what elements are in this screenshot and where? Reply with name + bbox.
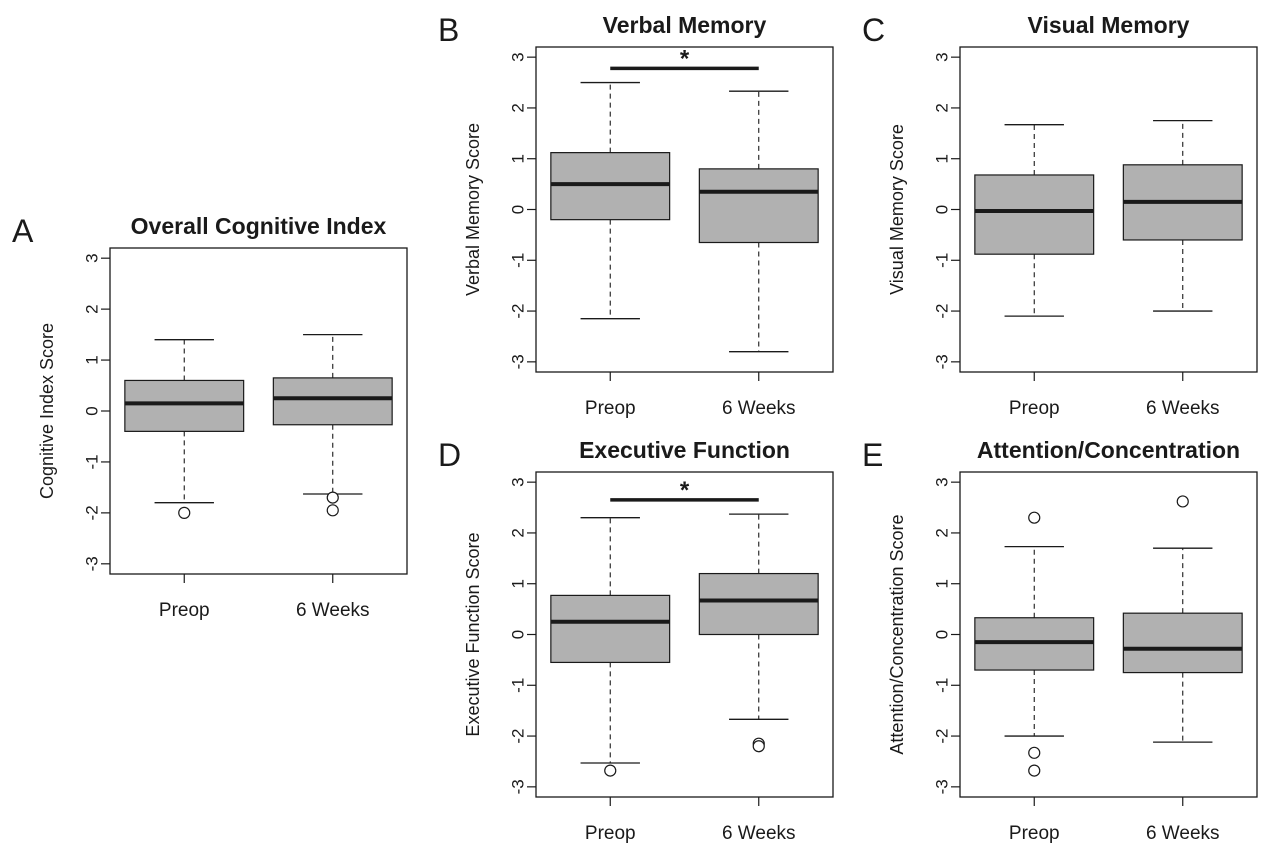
y-tick-label: 3 bbox=[509, 477, 528, 486]
y-tick-label: 2 bbox=[509, 103, 528, 112]
y-tick-label: -3 bbox=[509, 354, 528, 369]
y-tick-label: -3 bbox=[933, 779, 952, 794]
y-tick-label: -1 bbox=[509, 253, 528, 268]
y-tick-label: 1 bbox=[509, 579, 528, 588]
outlier-point bbox=[178, 506, 191, 519]
y-tick-label: -3 bbox=[509, 779, 528, 794]
y-tick-label: 1 bbox=[509, 154, 528, 163]
y-tick-label: -2 bbox=[933, 729, 952, 744]
x-tick-label: Preop bbox=[585, 398, 636, 419]
x-tick-label: 6 Weeks bbox=[722, 823, 796, 844]
panel-title: Visual Memory bbox=[1028, 12, 1190, 38]
box-iqr bbox=[698, 168, 819, 244]
y-tick-label: -2 bbox=[509, 729, 528, 744]
box-iqr bbox=[272, 377, 393, 426]
outlier-point bbox=[752, 740, 765, 753]
x-tick-label: Preop bbox=[585, 823, 636, 844]
x-tick-label: 6 Weeks bbox=[722, 398, 796, 419]
x-tick-label: Preop bbox=[1009, 823, 1060, 844]
y-tick-label: -1 bbox=[83, 454, 102, 469]
y-tick-label: 1 bbox=[933, 154, 952, 163]
y-tick-label: -1 bbox=[509, 678, 528, 693]
box-iqr bbox=[974, 174, 1095, 255]
y-tick-label: -1 bbox=[933, 678, 952, 693]
panel-letter: D bbox=[438, 437, 461, 473]
y-axis-label: Visual Memory Score bbox=[887, 124, 907, 295]
y-tick-label: 0 bbox=[933, 630, 952, 639]
box-iqr bbox=[698, 572, 819, 636]
outlier-point bbox=[326, 504, 339, 517]
y-tick-label: -3 bbox=[933, 354, 952, 369]
y-axis-label: Executive Function Score bbox=[463, 532, 483, 736]
panel-letter: A bbox=[12, 213, 34, 249]
y-axis-label: Verbal Memory Score bbox=[463, 123, 483, 296]
panel-letter: B bbox=[438, 12, 459, 48]
y-tick-label: -2 bbox=[933, 304, 952, 319]
y-tick-label: 3 bbox=[509, 52, 528, 61]
panel-title: Attention/Concentration bbox=[977, 437, 1240, 463]
x-tick-label: Preop bbox=[1009, 398, 1060, 419]
x-tick-label: 6 Weeks bbox=[1146, 398, 1220, 419]
y-tick-label: 3 bbox=[933, 477, 952, 486]
outlier-point bbox=[604, 764, 617, 777]
y-tick-label: 1 bbox=[933, 579, 952, 588]
x-tick-label: 6 Weeks bbox=[296, 600, 370, 621]
outlier-point bbox=[1176, 495, 1189, 508]
y-tick-label: -1 bbox=[933, 253, 952, 268]
outlier-point bbox=[1028, 746, 1041, 759]
x-tick-label: 6 Weeks bbox=[1146, 823, 1220, 844]
y-tick-label: 0 bbox=[933, 205, 952, 214]
outlier-point bbox=[1028, 511, 1041, 524]
outlier-point bbox=[326, 491, 339, 504]
panel-title: Verbal Memory bbox=[603, 12, 767, 38]
y-tick-label: -2 bbox=[509, 304, 528, 319]
outlier-point bbox=[1028, 764, 1041, 777]
panel-letter: E bbox=[862, 437, 883, 473]
y-tick-label: 2 bbox=[509, 528, 528, 537]
y-axis-label: Attention/Concentration Score bbox=[887, 514, 907, 754]
significance-star: * bbox=[680, 45, 690, 72]
y-tick-label: 3 bbox=[83, 253, 102, 262]
box-iqr bbox=[550, 152, 671, 221]
y-tick-label: 0 bbox=[509, 205, 528, 214]
panel-title: Executive Function bbox=[579, 437, 790, 463]
x-tick-label: Preop bbox=[159, 600, 210, 621]
y-tick-label: 1 bbox=[83, 355, 102, 364]
y-tick-label: -3 bbox=[83, 556, 102, 571]
panel-letter: C bbox=[862, 12, 885, 48]
box-iqr bbox=[550, 594, 671, 664]
box-iqr bbox=[1122, 612, 1243, 674]
y-tick-label: 0 bbox=[83, 406, 102, 415]
y-tick-label: 3 bbox=[933, 52, 952, 61]
y-tick-label: 2 bbox=[933, 528, 952, 537]
significance-star: * bbox=[680, 477, 690, 504]
y-tick-label: 2 bbox=[83, 304, 102, 313]
panel-title: Overall Cognitive Index bbox=[131, 213, 387, 239]
y-tick-label: -2 bbox=[83, 505, 102, 520]
y-tick-label: 2 bbox=[933, 103, 952, 112]
box-iqr bbox=[124, 379, 245, 432]
y-tick-label: 0 bbox=[509, 630, 528, 639]
y-axis-label: Cognitive Index Score bbox=[37, 323, 57, 499]
